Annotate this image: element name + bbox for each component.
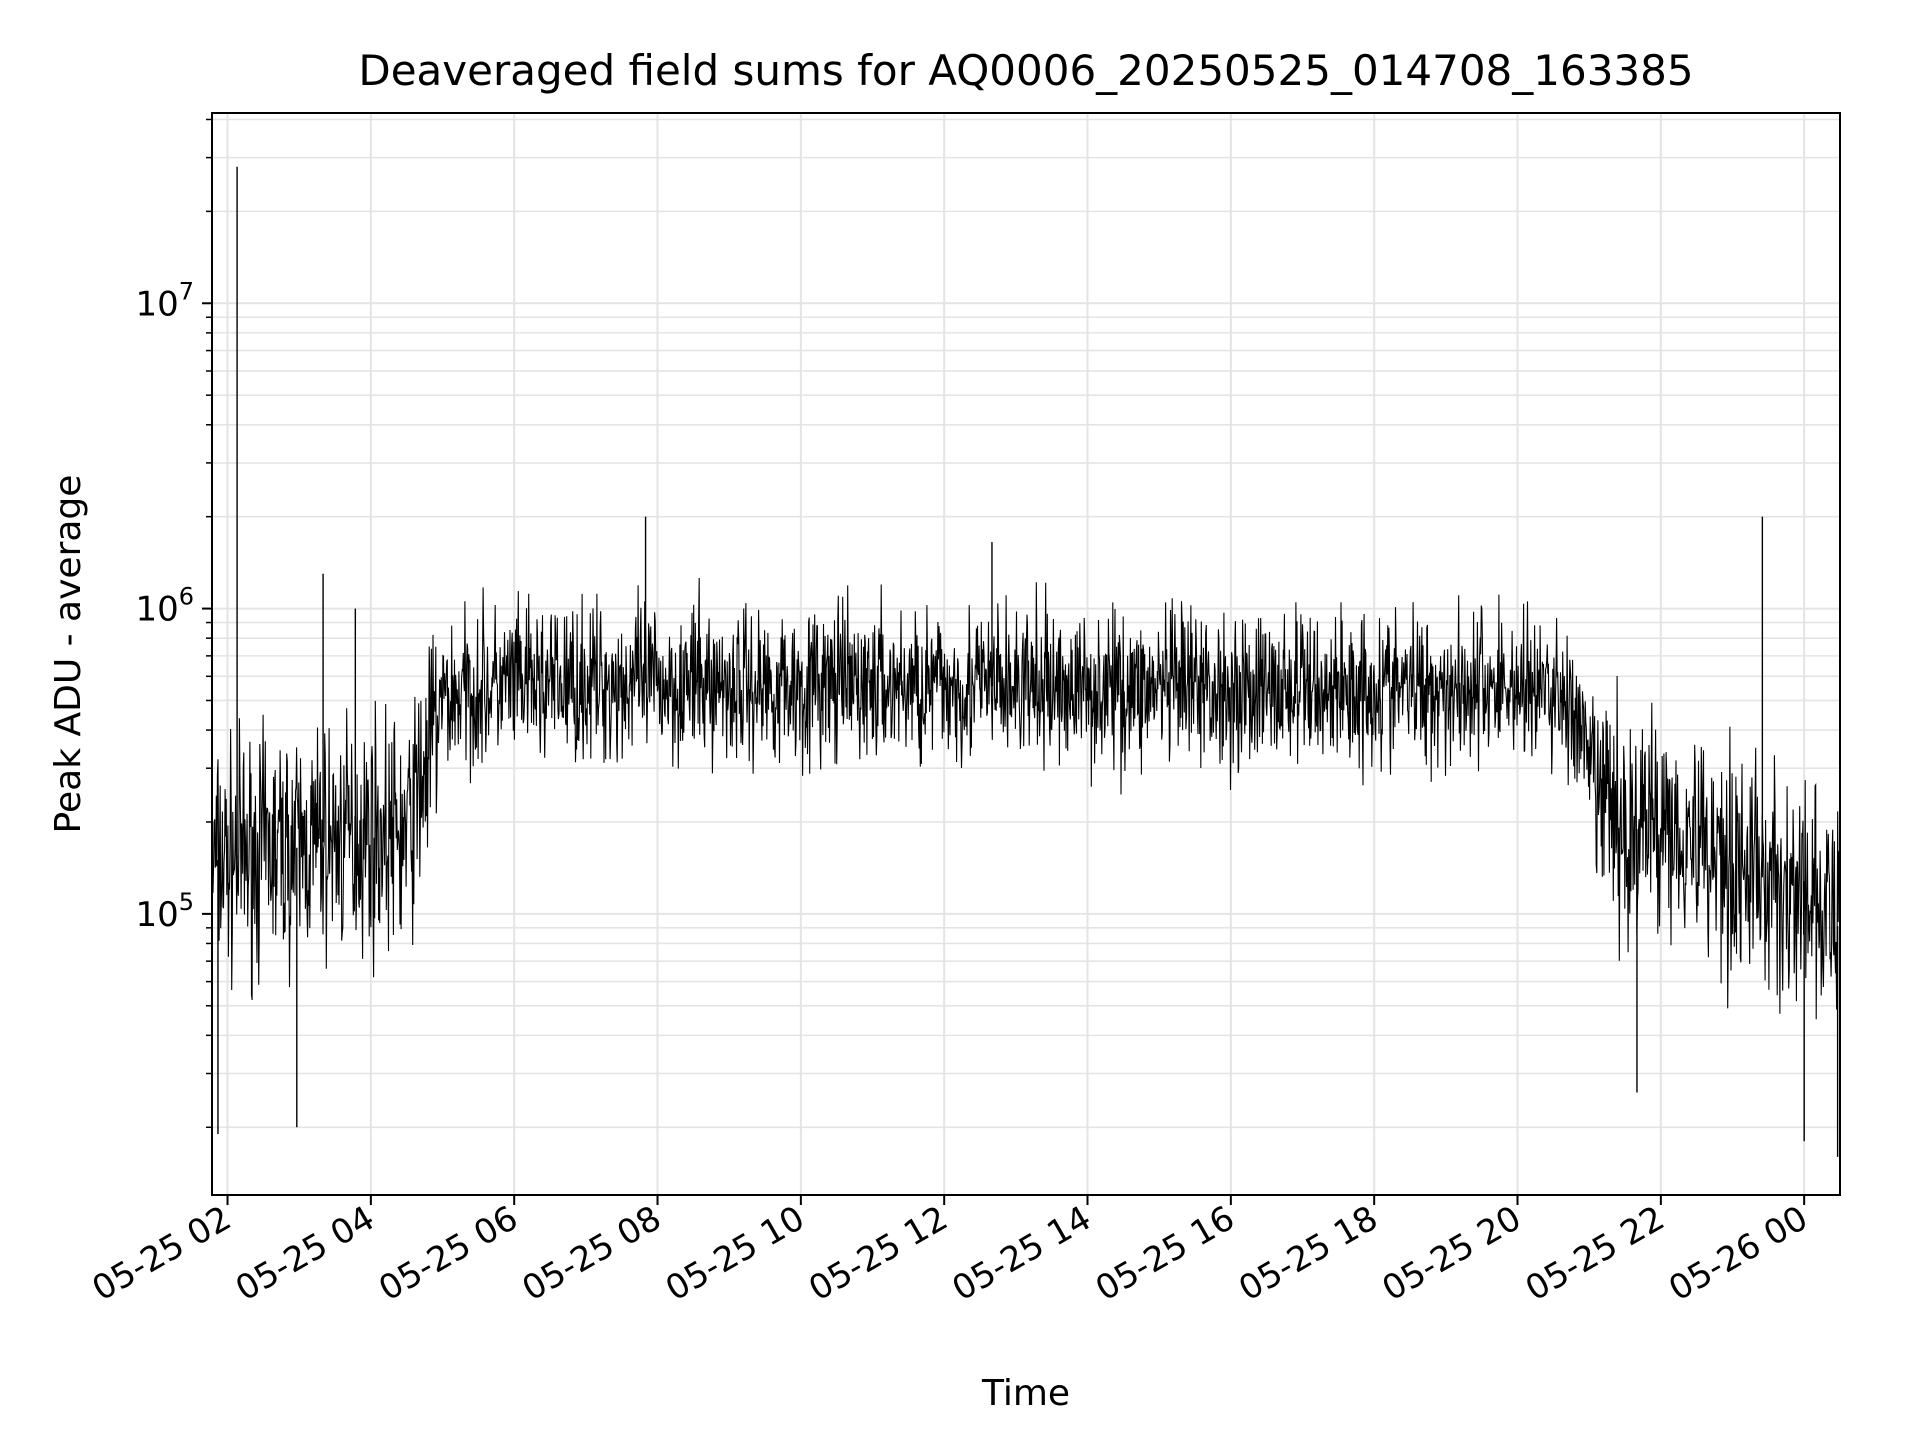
- y-tick-exponent: 7: [179, 277, 194, 305]
- y-tick-label: 105: [135, 888, 194, 935]
- series-line: [212, 577, 1840, 1020]
- x-axis-label: Time: [981, 1373, 1070, 1414]
- y-tick-base: 10: [135, 590, 178, 630]
- y-tick-label: 106: [135, 583, 194, 630]
- chart-title: Deaveraged field sums for AQ0006_2025052…: [358, 46, 1693, 95]
- plot-frame: [211, 112, 1841, 1196]
- y-tick-base: 10: [135, 284, 178, 324]
- y-tick-exponent: 5: [179, 888, 194, 916]
- y-tick-exponent: 6: [179, 583, 194, 611]
- series-group: [212, 166, 1840, 1157]
- y-tick-label: 107: [135, 277, 194, 324]
- y-tick-base: 10: [135, 895, 178, 935]
- y-axis-label: Peak ADU - average: [48, 475, 89, 834]
